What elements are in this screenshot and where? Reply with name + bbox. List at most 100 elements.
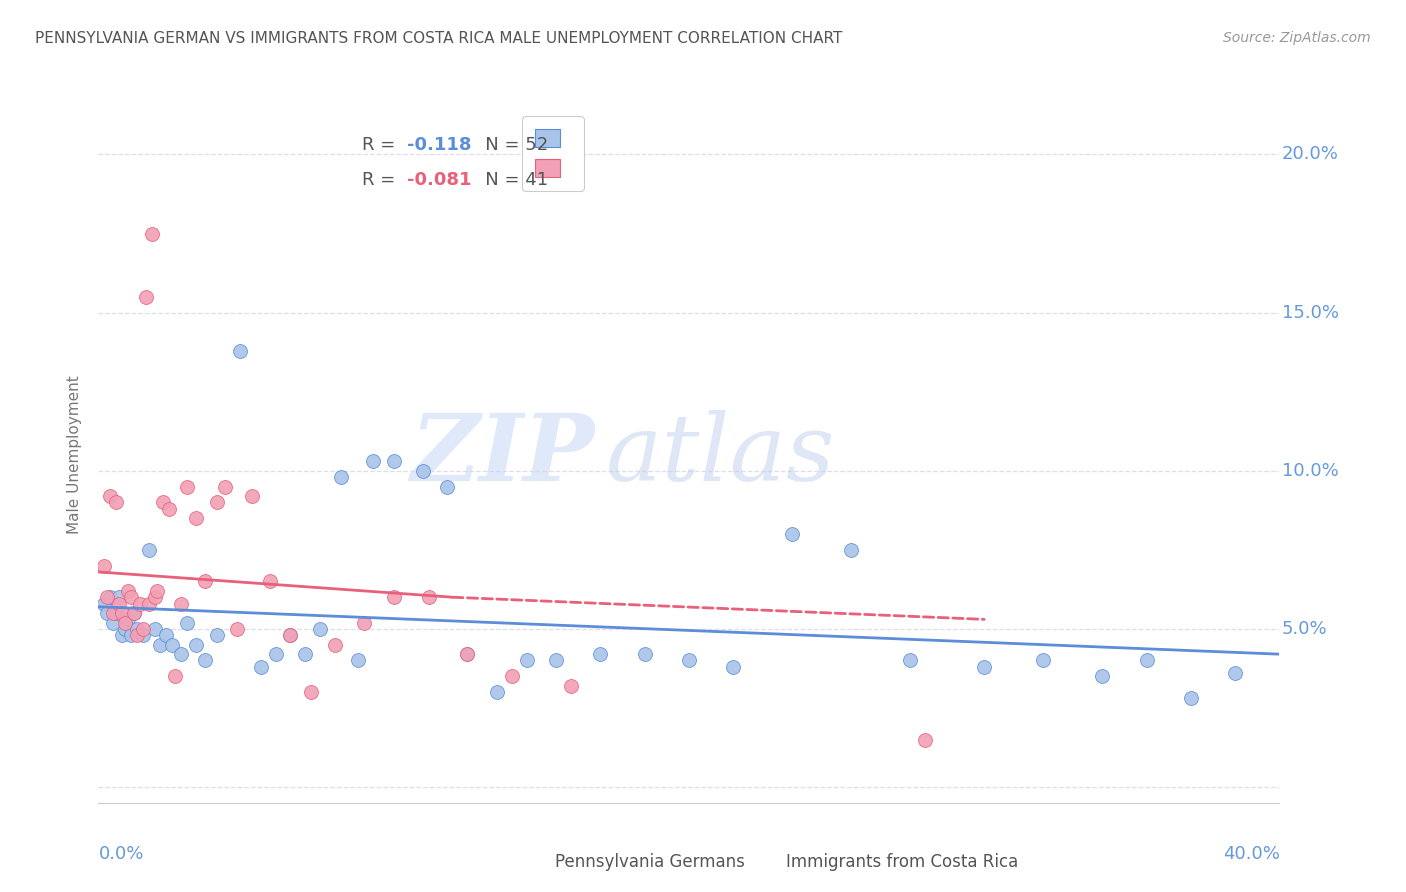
Text: R =: R = <box>361 136 401 154</box>
Point <box>1091 669 1114 683</box>
Point <box>162 638 183 652</box>
Point <box>138 597 160 611</box>
Point <box>122 606 145 620</box>
Point <box>347 653 370 667</box>
Point <box>138 542 160 557</box>
Text: Source: ZipAtlas.com: Source: ZipAtlas.com <box>1223 31 1371 45</box>
Text: N = 52: N = 52 <box>468 136 548 154</box>
Point <box>117 612 139 626</box>
Point <box>176 615 198 630</box>
FancyBboxPatch shape <box>523 855 550 871</box>
Text: 40.0%: 40.0% <box>1223 845 1279 863</box>
Point <box>170 647 193 661</box>
Point <box>98 489 121 503</box>
Point <box>1135 653 1157 667</box>
Point <box>515 653 537 667</box>
Point <box>120 591 142 605</box>
Point <box>782 527 804 541</box>
Text: N = 41: N = 41 <box>468 171 548 189</box>
Point <box>299 685 322 699</box>
Point <box>329 470 352 484</box>
Point <box>214 479 236 493</box>
Point <box>176 479 198 493</box>
Point <box>155 628 177 642</box>
Point <box>114 622 136 636</box>
Text: PENNSYLVANIA GERMAN VS IMMIGRANTS FROM COSTA RICA MALE UNEMPLOYMENT CORRELATION : PENNSYLVANIA GERMAN VS IMMIGRANTS FROM C… <box>35 31 842 46</box>
Point <box>111 628 134 642</box>
Point <box>105 606 128 620</box>
Text: 20.0%: 20.0% <box>1282 145 1339 163</box>
Point <box>294 647 316 661</box>
Point <box>229 343 252 358</box>
Point <box>973 660 995 674</box>
Point <box>589 647 612 661</box>
Point <box>205 495 228 509</box>
Point <box>382 591 405 605</box>
Point <box>436 479 458 493</box>
Point <box>382 454 405 468</box>
Point <box>98 591 121 605</box>
Point <box>1180 691 1202 706</box>
Point <box>721 660 744 674</box>
Point <box>194 653 217 667</box>
Text: Pennsylvania Germans: Pennsylvania Germans <box>555 853 745 871</box>
Point <box>194 574 217 589</box>
Text: 15.0%: 15.0% <box>1282 303 1339 322</box>
Point <box>108 597 131 611</box>
Point <box>240 489 263 503</box>
Point <box>250 660 273 674</box>
Point <box>900 653 922 667</box>
Point <box>96 606 118 620</box>
Point <box>205 628 228 642</box>
Point <box>456 647 478 661</box>
Text: atlas: atlas <box>606 410 835 500</box>
Point <box>839 542 862 557</box>
Point <box>117 583 139 598</box>
Point <box>114 615 136 630</box>
Point <box>486 685 509 699</box>
Point <box>544 653 567 667</box>
Legend: , : , <box>523 116 583 191</box>
Point <box>157 501 180 516</box>
Point <box>259 574 281 589</box>
Text: R =: R = <box>361 171 401 189</box>
Point <box>560 679 582 693</box>
Point <box>184 638 207 652</box>
FancyBboxPatch shape <box>754 855 780 871</box>
Point <box>323 638 346 652</box>
Point <box>1223 666 1246 681</box>
Point <box>1032 653 1054 667</box>
Point <box>128 597 150 611</box>
Y-axis label: Male Unemployment: Male Unemployment <box>67 376 83 534</box>
Point <box>132 628 155 642</box>
Point <box>226 622 249 636</box>
Point <box>152 495 174 509</box>
Text: ZIP: ZIP <box>411 410 595 500</box>
Point <box>278 628 302 642</box>
Point <box>93 597 115 611</box>
Point <box>264 647 287 661</box>
Point <box>353 615 375 630</box>
Text: 0.0%: 0.0% <box>98 845 143 863</box>
Point <box>678 653 700 667</box>
Point <box>108 591 131 605</box>
Point <box>103 606 125 620</box>
Point <box>170 597 193 611</box>
Point <box>456 647 478 661</box>
Point <box>93 558 115 573</box>
Point <box>914 732 936 747</box>
Point <box>633 647 655 661</box>
Text: Immigrants from Costa Rica: Immigrants from Costa Rica <box>786 853 1018 871</box>
Point <box>146 583 169 598</box>
Text: -0.118: -0.118 <box>406 136 471 154</box>
Text: 5.0%: 5.0% <box>1282 620 1327 638</box>
Point <box>122 606 145 620</box>
Point <box>412 464 434 478</box>
Point <box>143 622 166 636</box>
Point <box>309 622 332 636</box>
Point <box>184 511 207 525</box>
Point <box>143 591 166 605</box>
Point <box>418 591 440 605</box>
Point <box>125 628 148 642</box>
Point <box>141 227 163 241</box>
